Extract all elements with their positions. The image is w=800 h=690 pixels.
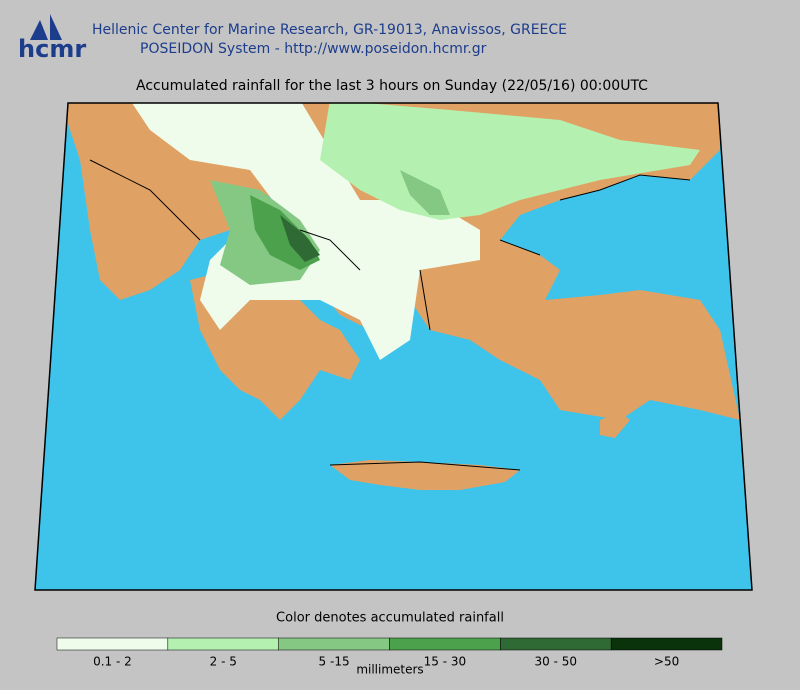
legend-label: 5 -15 — [319, 655, 350, 669]
island — [600, 412, 630, 438]
legend-swatch — [610, 637, 723, 651]
rain-area — [280, 215, 320, 262]
legend-swatch — [389, 637, 501, 651]
logo-sail — [30, 14, 62, 40]
legend-swatch — [167, 637, 279, 651]
coastline — [89, 159, 691, 471]
rain-area — [400, 170, 450, 215]
rain — [130, 103, 700, 360]
legend-label: >50 — [654, 655, 679, 669]
map-frame — [34, 102, 753, 591]
legend-label: 30 - 50 — [535, 655, 578, 669]
legend-title: Color denotes accumulated rainfall — [276, 611, 504, 626]
logo: hcmr — [18, 14, 86, 63]
crete — [330, 460, 520, 490]
legend-swatch — [500, 637, 612, 651]
legend: 0.1 - 2 2 - 5 5 -15 15 - 30 30 - 50 >50 — [56, 637, 723, 669]
logo-text: hcmr — [18, 35, 86, 63]
map — [35, 103, 752, 590]
legend-label: 15 - 30 — [424, 655, 467, 669]
header-line: POSEIDON System - http://www.poseidon.hc… — [140, 41, 487, 57]
map-title: Accumulated rainfall for the last 3 hour… — [136, 78, 648, 94]
legend-swatch — [278, 637, 390, 651]
legend-swatch — [56, 637, 169, 651]
legend-label: 0.1 - 2 — [93, 655, 132, 669]
legend-label: 2 - 5 — [210, 655, 237, 669]
header-line: Hellenic Center for Marine Research, GR-… — [92, 22, 567, 38]
legend-unit: millimeters — [356, 663, 423, 677]
